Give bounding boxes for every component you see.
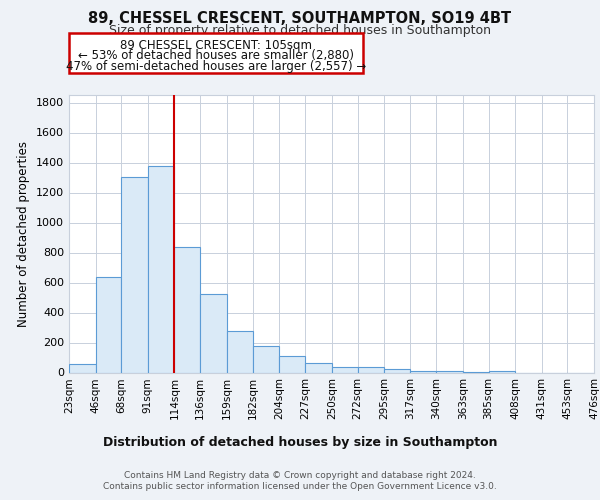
Bar (279, 356, 305, 372)
Bar (358, 367, 384, 372)
Bar (384, 369, 410, 372)
Text: Contains HM Land Registry data © Crown copyright and database right 2024.: Contains HM Land Registry data © Crown c… (124, 471, 476, 480)
Bar (227, 331, 253, 372)
Text: Size of property relative to detached houses in Southampton: Size of property relative to detached ho… (109, 24, 491, 37)
Bar (253, 346, 279, 372)
Y-axis label: Number of detached properties: Number of detached properties (17, 141, 31, 327)
Bar (95, 276, 121, 372)
Bar (332, 367, 358, 372)
Bar (200, 294, 227, 372)
Bar (436, 371, 463, 372)
Text: 89 CHESSEL CRESCENT: 105sqm: 89 CHESSEL CRESCENT: 105sqm (120, 38, 312, 52)
Text: 89, CHESSEL CRESCENT, SOUTHAMPTON, SO19 4BT: 89, CHESSEL CRESCENT, SOUTHAMPTON, SO19 … (88, 11, 512, 26)
Bar (175, 246, 200, 372)
Text: Contains public sector information licensed under the Open Government Licence v3: Contains public sector information licen… (103, 482, 497, 491)
Bar (410, 371, 436, 372)
Bar (148, 166, 175, 372)
Bar (69, 364, 95, 372)
Text: Distribution of detached houses by size in Southampton: Distribution of detached houses by size … (103, 436, 497, 449)
Bar (305, 363, 332, 372)
Text: ← 53% of detached houses are smaller (2,880): ← 53% of detached houses are smaller (2,… (78, 50, 354, 62)
Bar (121, 177, 148, 372)
Bar (488, 370, 515, 372)
Text: 47% of semi-detached houses are larger (2,557) →: 47% of semi-detached houses are larger (… (66, 60, 366, 73)
